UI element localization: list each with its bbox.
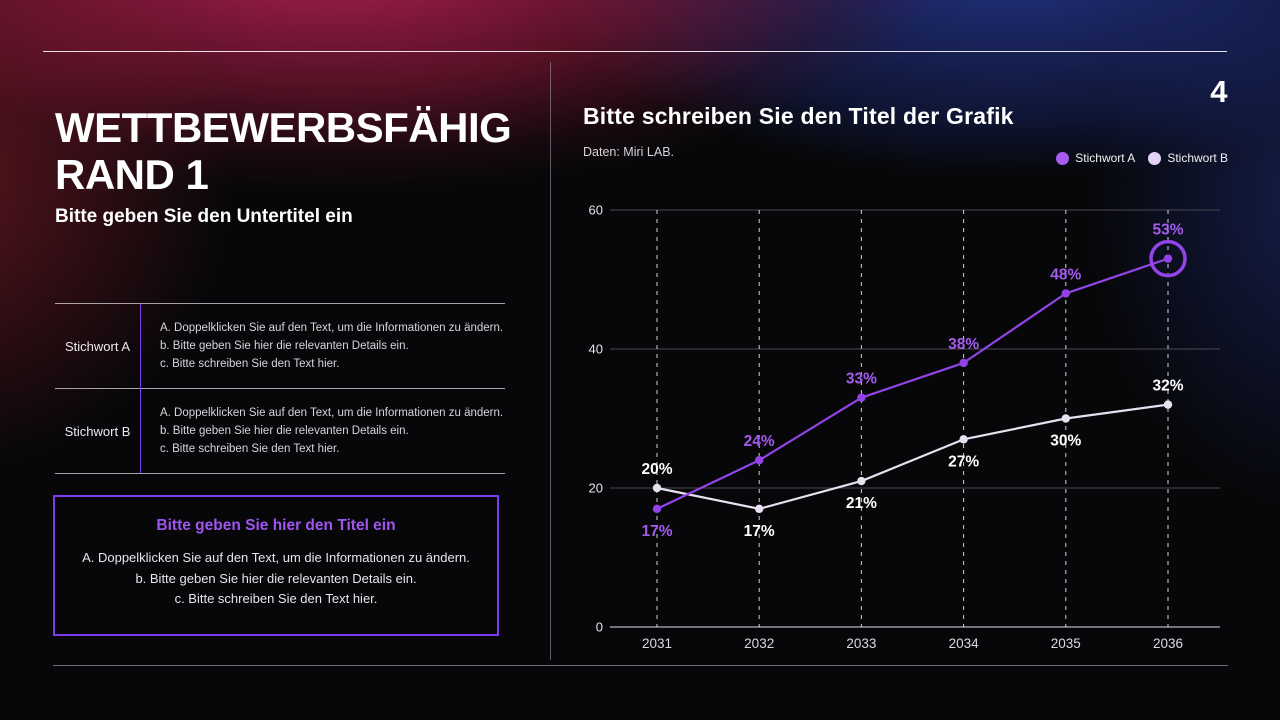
- svg-text:33%: 33%: [846, 371, 877, 388]
- svg-text:2034: 2034: [949, 636, 980, 651]
- svg-text:0: 0: [596, 620, 603, 635]
- legend-label-b: Stichwort B: [1167, 151, 1228, 165]
- table-row-b-line2: b. Bitte geben Sie hier die relevanten D…: [160, 425, 409, 437]
- legend-label-a: Stichwort A: [1075, 151, 1136, 165]
- svg-text:2031: 2031: [642, 636, 672, 651]
- svg-text:21%: 21%: [846, 495, 877, 512]
- legend-dot-b-icon: [1148, 151, 1162, 165]
- svg-text:2033: 2033: [846, 636, 876, 651]
- svg-text:2035: 2035: [1051, 636, 1081, 651]
- svg-text:32%: 32%: [1152, 378, 1183, 395]
- bottom-divider-line: [53, 665, 1228, 666]
- table-row-a-line3: c. Bitte schreiben Sie den Text hier.: [160, 358, 340, 370]
- svg-text:40: 40: [589, 342, 603, 357]
- callout-box[interactable]: Bitte geben Sie hier den Titel ein A. Do…: [53, 495, 499, 636]
- table-row-b[interactable]: Stichwort B A. Doppelklicken Sie auf den…: [55, 388, 505, 473]
- slide-subtitle[interactable]: Bitte geben Sie den Untertitel ein: [55, 206, 353, 227]
- svg-text:20%: 20%: [641, 461, 672, 478]
- chart-source[interactable]: Daten: Miri LAB.: [583, 145, 675, 159]
- table-row-a-label: Stichwort A: [64, 338, 131, 354]
- svg-text:53%: 53%: [1152, 222, 1183, 239]
- svg-text:17%: 17%: [744, 523, 775, 540]
- svg-text:30%: 30%: [1050, 433, 1081, 450]
- table-accent-rule: [140, 304, 141, 473]
- table-row-a[interactable]: Stichwort A A. Doppelklicken Sie auf den…: [55, 304, 505, 388]
- svg-text:24%: 24%: [744, 433, 775, 450]
- page-number: 4: [1210, 74, 1228, 109]
- callout-line1: A. Doppelklicken Sie auf den Text, um di…: [82, 550, 470, 565]
- svg-text:20: 20: [589, 481, 603, 496]
- table-row-b-text: A. Doppelklicken Sie auf den Text, um di…: [150, 392, 503, 470]
- keyword-table: Stichwort A A. Doppelklicken Sie auf den…: [55, 303, 505, 474]
- svg-text:17%: 17%: [641, 523, 672, 540]
- legend-dot-a-icon: [1056, 151, 1070, 165]
- chart-legend: Stichwort A Stichwort B: [1056, 151, 1228, 165]
- svg-text:38%: 38%: [948, 336, 979, 353]
- slide-title-line1: WETTBEWERBSFÄHIG: [55, 104, 512, 152]
- callout-line2: b. Bitte geben Sie hier die relevanten D…: [135, 570, 417, 586]
- panel-divider-line: [550, 62, 551, 660]
- svg-text:60: 60: [589, 203, 603, 218]
- slide-title[interactable]: WETTBEWERBSFÄHIG RAND 1: [55, 104, 535, 198]
- table-row-b-label: Stichwort B: [64, 423, 131, 439]
- callout-title: Bitte geben Sie hier den Titel ein: [156, 517, 396, 534]
- svg-text:48%: 48%: [1050, 266, 1081, 283]
- table-row-b-line3: c. Bitte schreiben Sie den Text hier.: [160, 443, 340, 455]
- top-divider-line: [43, 51, 1227, 52]
- svg-text:2032: 2032: [744, 636, 774, 651]
- callout-line3: c. Bitte schreiben Sie den Text hier.: [174, 591, 378, 606]
- slide-title-line2: RAND 1: [55, 151, 209, 199]
- table-row-a-line2: b. Bitte geben Sie hier die relevanten D…: [160, 340, 409, 352]
- svg-text:2036: 2036: [1153, 636, 1183, 651]
- svg-text:27%: 27%: [948, 453, 979, 470]
- legend-item-stichwort-b: Stichwort B: [1148, 151, 1228, 165]
- table-row-a-text: A. Doppelklicken Sie auf den Text, um di…: [150, 307, 503, 385]
- chart-title[interactable]: Bitte schreiben Sie den Titel der Grafik: [583, 103, 1014, 129]
- table-row-a-line1: A. Doppelklicken Sie auf den Text, um di…: [160, 322, 504, 334]
- table-row-b-line1: A. Doppelklicken Sie auf den Text, um di…: [160, 407, 504, 419]
- legend-item-stichwort-a: Stichwort A: [1056, 151, 1135, 165]
